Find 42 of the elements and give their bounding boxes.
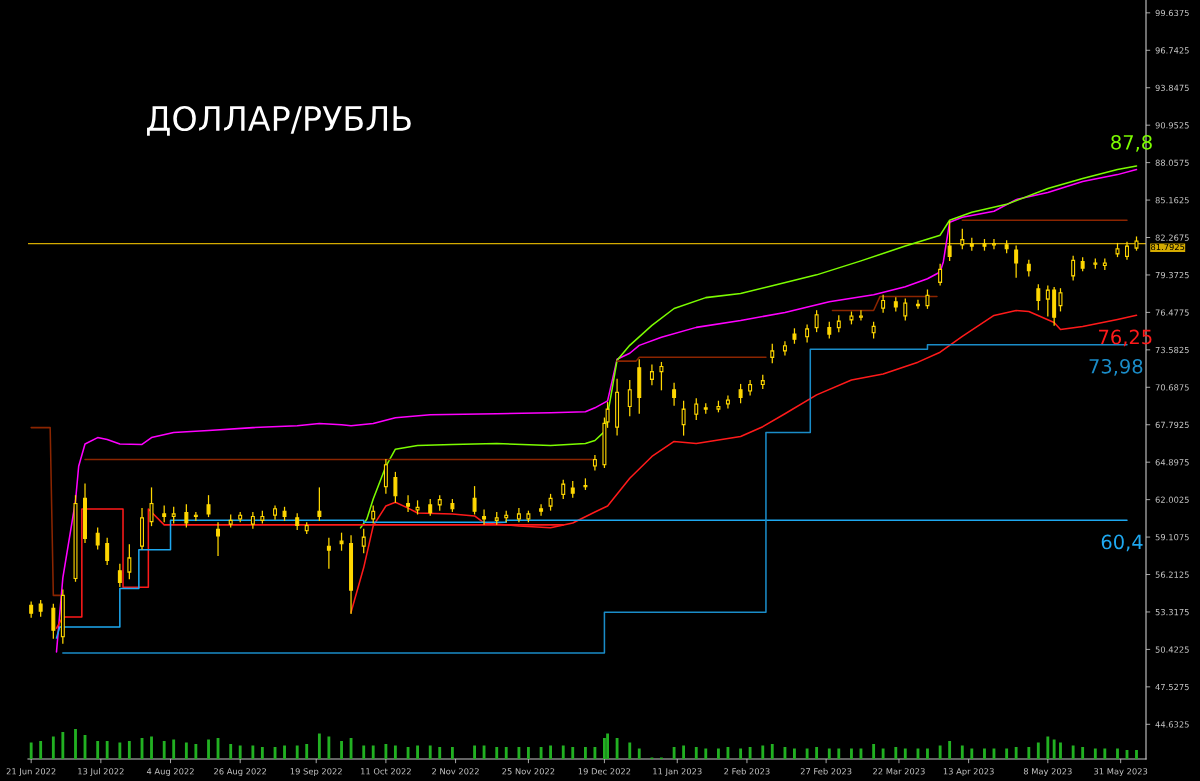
annotation: 60,4: [1101, 534, 1143, 552]
y-tick-label: 93.8475: [1155, 84, 1189, 92]
y-tick-label: 50.4225: [1155, 646, 1189, 653]
x-tick-label: 13 Jul 2022: [78, 768, 124, 777]
x-tick-label: 21 Jun 2022: [6, 768, 56, 777]
x-tick-label: 4 Aug 2022: [146, 768, 194, 777]
y-tick-label: 53.3175: [1155, 608, 1189, 616]
y-tick-label: 67.7925: [1155, 421, 1189, 429]
x-tick-label: 2 Nov 2022: [432, 768, 479, 775]
x-tick-label: 31 May 2023: [1094, 768, 1148, 777]
y-tick-label: 44.6325: [1155, 721, 1189, 728]
x-tick-label: 25 Nov 2022: [502, 768, 555, 775]
y-tick-label: 59.1075: [1155, 534, 1189, 541]
x-tick-label: 11 Oct 2022: [361, 768, 411, 775]
x-tick-label: 2 Feb 2023: [724, 768, 770, 775]
annotation: 87,8: [1111, 134, 1152, 152]
annotation: 76,25: [1099, 329, 1152, 347]
x-tick-label: 27 Feb 2023: [800, 768, 852, 775]
y-tick-label: 47.5275: [1155, 683, 1189, 691]
ref-line-label: 81.7925: [1151, 243, 1185, 251]
y-tick-label: 73.5825: [1155, 346, 1189, 354]
y-tick-label: 96.7425: [1155, 47, 1189, 54]
y-tick-label: 99.6375: [1155, 9, 1189, 17]
text: ДОЛЛАР/РУБЛЬ: [147, 105, 411, 136]
x-tick-label: 19 Dec 2022: [578, 768, 631, 775]
x-tick-label: 19 Sep 2022: [290, 768, 342, 777]
y-tick-label: 70.6875: [1155, 384, 1189, 391]
x-tick-label: 8 May 2023: [1023, 768, 1072, 777]
y-tick-label: 62.0025: [1155, 496, 1189, 503]
y-tick-label: 90.9525: [1155, 122, 1189, 129]
y-tick-label: 56.2125: [1155, 571, 1189, 578]
y-tick-label: 88.0575: [1155, 159, 1189, 166]
x-tick-label: 26 Aug 2022: [214, 768, 267, 777]
x-tick-label: 22 Mar 2023: [873, 768, 925, 775]
y-tick-label: 79.3725: [1155, 271, 1189, 279]
y-tick-label: 64.8975: [1155, 459, 1189, 466]
y-tick-label: 85.1625: [1155, 197, 1189, 204]
x-tick-label: 11 Jan 2023: [653, 768, 702, 777]
y-tick-label: 82.2675: [1155, 234, 1189, 241]
annotation: 73,98: [1089, 358, 1143, 376]
y-tick-label: 76.4775: [1155, 309, 1189, 316]
x-tick-label: 13 Apr 2023: [943, 768, 994, 777]
